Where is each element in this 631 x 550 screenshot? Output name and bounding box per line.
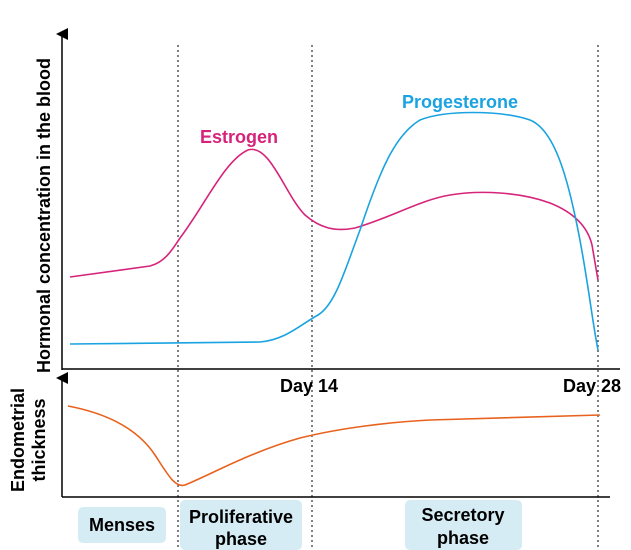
phase-box [78, 507, 166, 543]
phase-label: phase [215, 529, 267, 549]
estrogen-label: Estrogen [200, 127, 278, 147]
phase-box [405, 500, 522, 550]
y-axis-label: Hormonal concentration in the blood [34, 58, 54, 373]
day-label: Day 14 [280, 376, 338, 396]
day-label: Day 28 [563, 376, 621, 396]
lower-axis-label: thickness [29, 398, 49, 481]
phase-box [180, 500, 302, 550]
progesterone-label: Progesterone [402, 92, 518, 112]
progesterone-curve [69, 111, 599, 351]
phase-label: Proliferative [189, 507, 293, 527]
phase-label: Secretory [421, 505, 504, 525]
endometrium-curve [67, 405, 601, 487]
phase-label: phase [437, 528, 489, 548]
estrogen-curve [69, 148, 599, 281]
lower-axis-label: Endometrial [8, 388, 28, 492]
phase-label: Menses [89, 515, 155, 535]
